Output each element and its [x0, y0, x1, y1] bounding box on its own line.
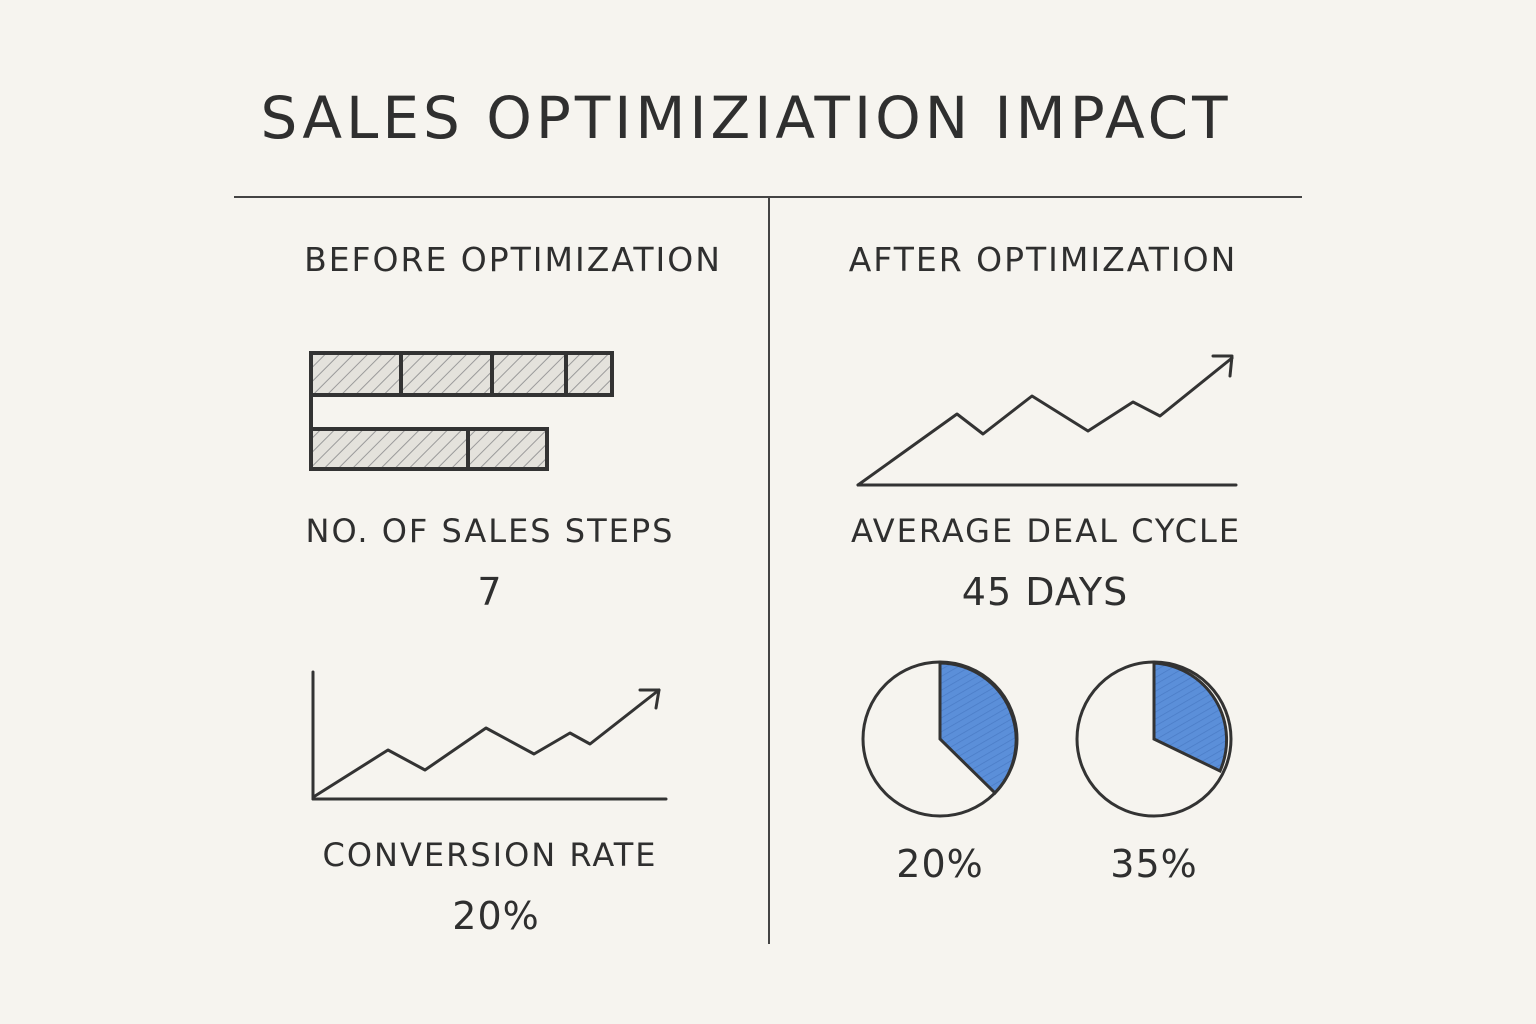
before-heading: BEFORE OPTIMIZATION: [304, 240, 722, 279]
column-divider: [768, 198, 770, 944]
deal-cycle-value: 45 DAYS: [961, 570, 1129, 614]
conversion-rate-value: 20%: [452, 894, 540, 938]
page-title: SALES OPTIMIZIATION IMPACT: [260, 84, 1232, 152]
pie-icon: [861, 660, 1019, 818]
conversion-rate-label: CONVERSION RATE: [322, 836, 658, 874]
trend-line-icon: [311, 670, 668, 801]
pie-value-after: 35%: [1110, 842, 1198, 886]
title-divider: [234, 196, 1302, 198]
sales-steps-label: NO. OF SALES STEPS: [305, 512, 675, 550]
sales-steps-value: 7: [477, 570, 503, 614]
after-heading: AFTER OPTIMIZATION: [848, 240, 1238, 279]
deal-cycle-label: AVERAGE DEAL CYCLE: [850, 512, 1242, 550]
pie-value-before: 20%: [896, 842, 984, 886]
trend-line-icon: [856, 354, 1238, 487]
pie-icon: [1075, 660, 1233, 818]
stacked-bar-icon: [309, 351, 614, 471]
